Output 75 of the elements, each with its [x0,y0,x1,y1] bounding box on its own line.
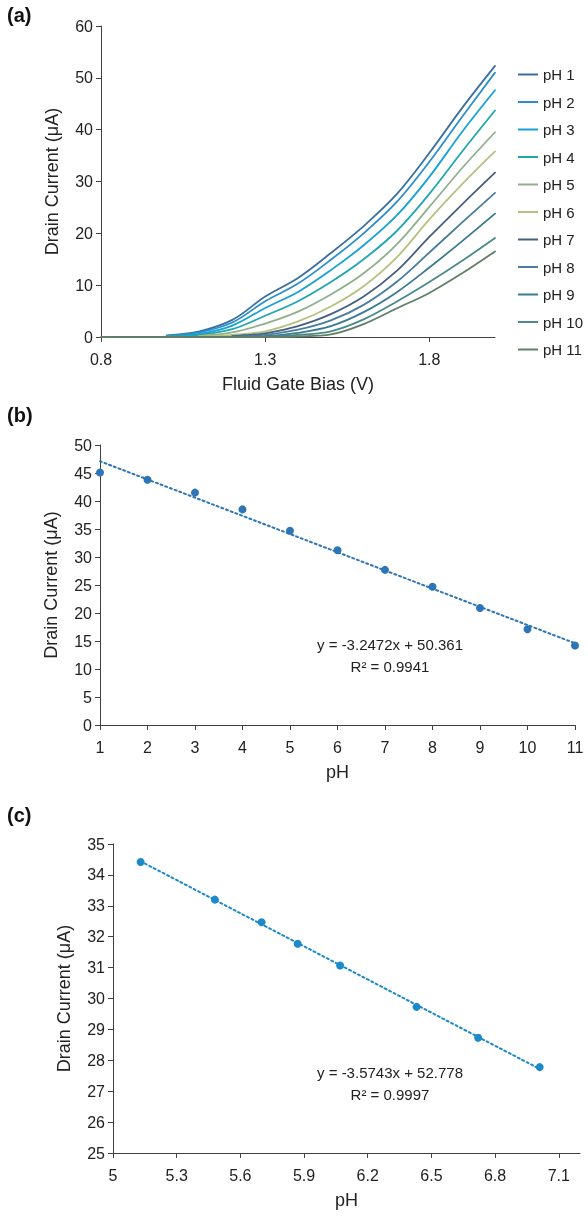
chart-title: (b) [7,404,33,426]
legend-label: pH 7 [542,231,575,248]
y-tick-label: 10 [74,660,93,678]
legend-label: pH 4 [542,148,575,166]
x-tick-label: 1 [95,738,105,756]
y-tick-label: 30 [87,990,106,1007]
y-tick-label: 10 [75,276,94,294]
x-tick-label: 6.2 [356,1166,379,1184]
legend-label: pH 5 [542,176,575,193]
x-tick-label: 1.8 [418,350,441,368]
y-tick-label: 33 [87,897,106,915]
annotation: R² = 0.9941 [350,658,430,675]
legend-label: pH 8 [542,258,575,276]
y-tick-label: 40 [74,492,93,510]
annotation: y = -3.2472x + 50.361 [317,636,463,653]
y-tick-label: 60 [75,17,94,35]
x-tick-label: 5.6 [229,1166,252,1184]
chart-title: (a) [7,4,32,26]
x-tick-label: 5.3 [165,1166,188,1184]
y-tick-label: 20 [75,224,94,242]
y-axis-title: Drain Current (μA) [41,511,61,659]
x-tick-label: 10 [518,738,537,756]
y-tick-label: 0 [84,328,94,346]
x-tick-label: 1.3 [254,350,277,368]
x-axis-title: pH [334,1190,359,1210]
y-tick-label: 27 [87,1082,106,1100]
x-tick-label: 7 [380,738,390,756]
y-tick-label: 50 [75,69,94,87]
x-axis-title: Fluid Gate Bias (V) [221,374,375,394]
legend-label: pH 6 [542,203,575,221]
y-tick-label: 15 [74,632,93,650]
annotation: y = -3.5743x + 52.778 [317,1064,463,1081]
y-tick-label: 25 [87,1144,106,1162]
x-tick-label: 5.9 [292,1166,316,1184]
legend-label: pH 9 [542,286,575,303]
y-tick-label: 20 [74,604,93,622]
x-tick-label: 0.8 [89,350,113,368]
x-tick-label: 6 [333,738,343,756]
y-tick-label: 34 [87,866,106,884]
y-tick-label: 35 [87,835,106,853]
x-tick-label: 2 [143,738,153,756]
y-tick-label: 30 [74,548,93,566]
y-axis-title: Drain Current (μA) [54,924,74,1073]
y-tick-label: 5 [83,688,93,706]
y-tick-label: 31 [87,959,106,977]
y-tick-label: 28 [87,1051,106,1069]
y-tick-label: 32 [87,928,106,946]
x-tick-label: 11 [566,738,584,756]
x-tick-label: 6.5 [420,1166,443,1184]
y-tick-label: 45 [74,464,93,482]
x-tick-label: 3 [190,738,200,756]
legend-label: pH 10 [542,313,583,331]
legend-label: pH 1 [542,66,575,83]
y-tick-label: 50 [74,436,93,454]
x-tick-label: 9 [475,738,485,756]
x-tick-label: 7.1 [547,1166,570,1184]
y-tick-label: 29 [87,1020,106,1038]
annotation: R² = 0.9997 [350,1086,430,1103]
x-tick-label: 4 [238,738,248,756]
x-tick-label: 8 [428,738,438,756]
y-tick-label: 26 [87,1113,106,1131]
legend-label: pH 2 [542,93,575,111]
y-tick-label: 35 [74,520,93,538]
x-tick-label: 6.8 [483,1166,507,1184]
y-tick-label: 40 [75,121,94,139]
y-tick-label: 30 [75,173,94,190]
legend-label: pH 11 [542,341,582,358]
y-axis-title: Drain Current (μA) [42,107,62,256]
x-tick-label: 5 [108,1166,118,1184]
x-axis-title: pH [325,762,350,782]
y-tick-label: 25 [74,576,93,594]
chart-title: (c) [7,804,32,826]
legend-label: pH 3 [542,121,575,138]
x-tick-label: 5 [285,738,295,756]
y-tick-label: 0 [83,716,93,734]
